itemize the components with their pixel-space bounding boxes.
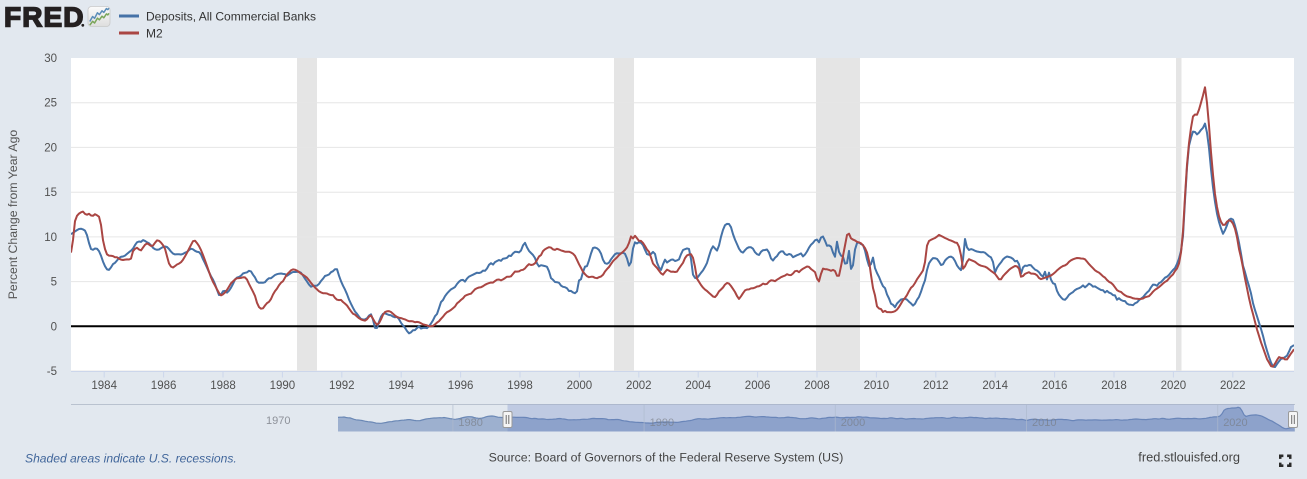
svg-text:M2: M2	[146, 27, 163, 41]
svg-text:20: 20	[44, 142, 57, 154]
svg-text:1990: 1990	[650, 417, 674, 429]
svg-text:1970: 1970	[266, 415, 290, 427]
svg-text:Deposits, All Commercial Banks: Deposits, All Commercial Banks	[146, 10, 316, 24]
svg-text:2008: 2008	[804, 380, 830, 392]
svg-text:Shaded areas indicate U.S. rec: Shaded areas indicate U.S. recessions.	[25, 452, 237, 466]
svg-text:2018: 2018	[1101, 380, 1127, 392]
svg-text:5: 5	[51, 277, 57, 289]
svg-text:1992: 1992	[329, 380, 355, 392]
svg-text:1986: 1986	[151, 380, 177, 392]
svg-text:1998: 1998	[507, 380, 533, 392]
svg-text:2010: 2010	[1032, 417, 1056, 429]
svg-text:FRED: FRED	[4, 2, 85, 33]
svg-text:2010: 2010	[864, 380, 890, 392]
svg-text:2020: 2020	[1223, 417, 1247, 429]
svg-text:2012: 2012	[923, 380, 949, 392]
svg-text:2020: 2020	[1161, 380, 1187, 392]
svg-text:2004: 2004	[685, 380, 711, 392]
svg-text:15: 15	[44, 187, 57, 199]
svg-text:2000: 2000	[841, 417, 865, 429]
svg-text:1988: 1988	[210, 380, 236, 392]
svg-text:10: 10	[44, 232, 57, 244]
svg-text:2002: 2002	[626, 380, 652, 392]
svg-text:1994: 1994	[388, 380, 414, 392]
svg-text:25: 25	[44, 98, 57, 110]
svg-text:30: 30	[44, 53, 57, 65]
svg-text:2022: 2022	[1220, 380, 1246, 392]
svg-text:1980: 1980	[458, 417, 482, 429]
svg-text:-5: -5	[47, 366, 57, 378]
svg-text:2000: 2000	[567, 380, 593, 392]
svg-text:2014: 2014	[982, 380, 1008, 392]
svg-text:fred.stlouisfed.org: fred.stlouisfed.org	[1138, 450, 1240, 465]
svg-text:1996: 1996	[448, 380, 474, 392]
svg-text:1990: 1990	[270, 380, 296, 392]
svg-text:2016: 2016	[1042, 380, 1068, 392]
svg-text:2006: 2006	[745, 380, 771, 392]
svg-text:0: 0	[51, 321, 57, 333]
svg-text:Percent Change from Year Ago: Percent Change from Year Ago	[6, 130, 20, 300]
svg-text:Source: Board of Governors of: Source: Board of Governors of the Federa…	[489, 451, 844, 465]
svg-text:1984: 1984	[91, 380, 117, 392]
